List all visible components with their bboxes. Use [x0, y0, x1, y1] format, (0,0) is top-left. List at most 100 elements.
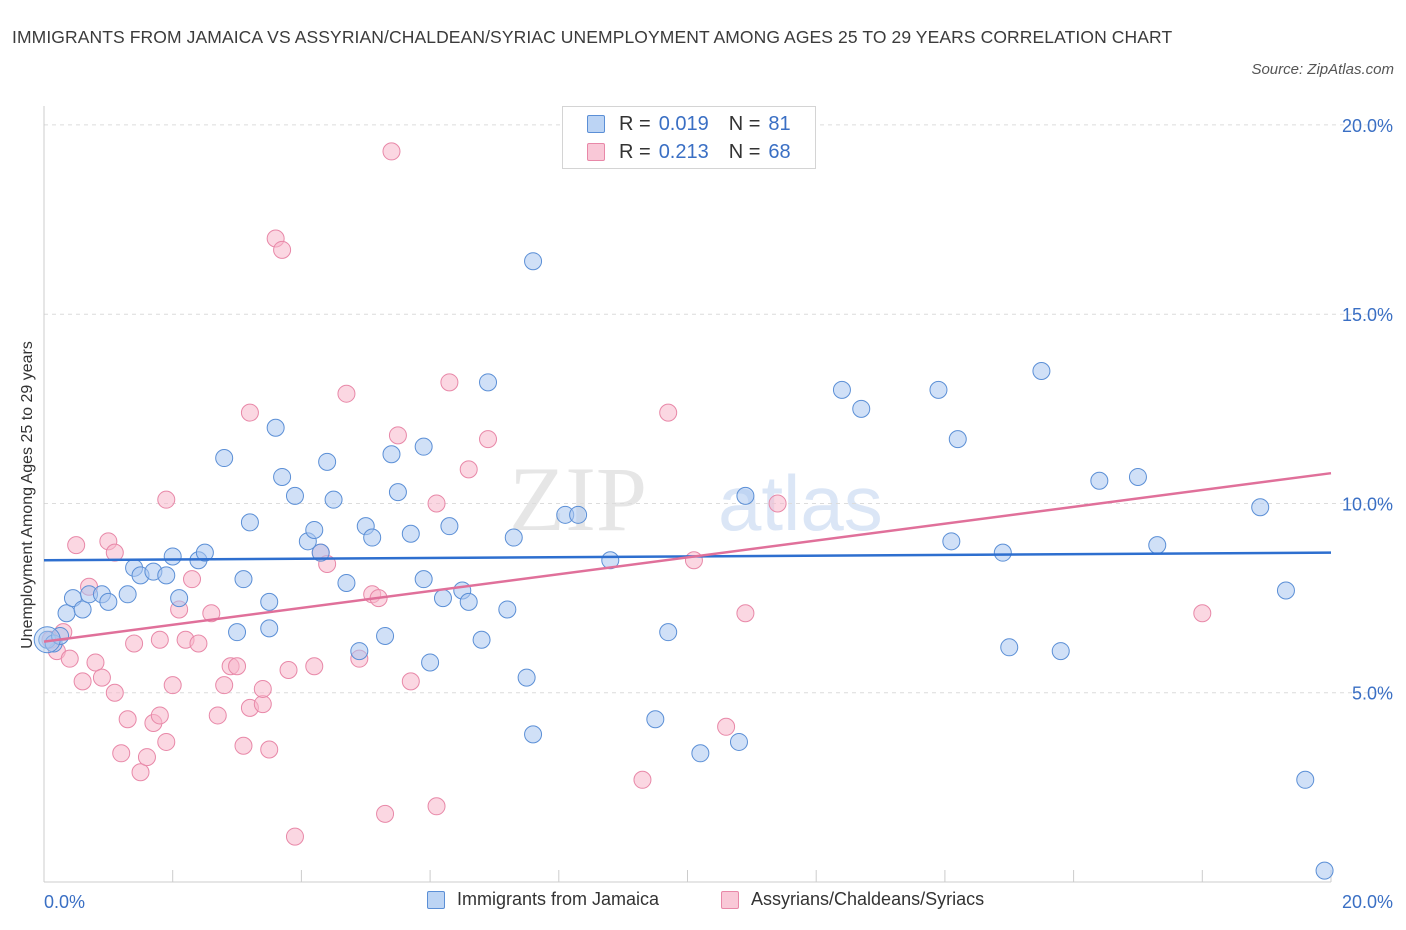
point-assyrians	[163, 676, 182, 695]
bottom-legend-swatch-assyrians	[721, 890, 739, 909]
point-jamaica	[1051, 642, 1070, 661]
bottom-legend-swatch-jamaica	[427, 890, 445, 909]
y-tick-label: 5.0%	[1352, 684, 1393, 704]
point-jamaica	[363, 528, 382, 547]
point-jamaica	[1148, 536, 1167, 555]
bottom-legend-jamaica: Immigrants from Jamaica	[427, 889, 659, 910]
point-jamaica	[852, 399, 871, 418]
point-jamaica	[285, 486, 304, 505]
point-assyrians	[401, 672, 420, 691]
point-jamaica	[157, 566, 176, 585]
point-assyrians	[86, 653, 105, 672]
point-jamaica	[1251, 498, 1270, 517]
point-jamaica	[337, 573, 356, 592]
point-assyrians	[67, 536, 86, 555]
point-jamaica	[266, 418, 285, 437]
point-assyrians	[736, 604, 755, 623]
point-assyrians	[305, 657, 324, 676]
point-assyrians	[427, 494, 446, 513]
point-assyrians	[684, 551, 703, 570]
point-jamaica	[401, 524, 420, 543]
point-assyrians	[459, 460, 478, 479]
y-tick-label: 20.0%	[1342, 116, 1393, 136]
legend-swatch-assyrians	[587, 143, 605, 161]
point-assyrians	[157, 732, 176, 751]
point-jamaica	[273, 467, 292, 486]
point-assyrians	[112, 744, 131, 763]
legend-swatch-jamaica	[587, 115, 605, 133]
legend-n-label: N =	[728, 140, 761, 163]
trend-lines	[43, 471, 1332, 643]
point-jamaica	[260, 592, 279, 611]
point-jamaica	[318, 452, 337, 471]
point-jamaica	[260, 619, 279, 638]
point-assyrians	[1193, 604, 1212, 623]
point-jamaica	[382, 445, 401, 464]
point-assyrians	[60, 649, 79, 668]
point-jamaica	[832, 380, 851, 399]
point-assyrians	[659, 403, 678, 422]
point-assyrians	[125, 634, 144, 653]
point-assyrians	[440, 373, 459, 392]
point-jamaica	[524, 252, 543, 271]
point-assyrians	[376, 804, 395, 823]
point-assyrians	[253, 695, 272, 714]
point-jamaica	[459, 592, 478, 611]
point-assyrians	[234, 736, 253, 755]
point-assyrians	[137, 748, 156, 767]
point-jamaica	[646, 710, 665, 729]
point-assyrians	[202, 604, 221, 623]
point-jamaica	[388, 483, 407, 502]
point-jamaica	[324, 490, 343, 509]
point-jamaica	[1128, 467, 1147, 486]
point-jamaica	[376, 626, 395, 645]
point-jamaica	[433, 589, 452, 608]
point-assyrians	[92, 668, 111, 687]
point-assyrians	[337, 384, 356, 403]
legend-n-label: N =	[728, 112, 761, 135]
point-jamaica	[479, 373, 498, 392]
point-jamaica	[421, 653, 440, 672]
point-assyrians	[228, 657, 247, 676]
y-axis-label: Unemployment Among Ages 25 to 29 years	[19, 341, 36, 649]
legend-r-label: R =	[619, 112, 651, 135]
point-assyrians	[105, 543, 124, 562]
point-jamaica	[504, 528, 523, 547]
watermark: ZIP atlas	[509, 448, 883, 550]
point-jamaica	[1000, 638, 1019, 657]
point-assyrians	[260, 740, 279, 759]
chart-title: IMMIGRANTS FROM JAMAICA VS ASSYRIAN/CHAL…	[12, 27, 1173, 47]
point-assyrians	[285, 827, 304, 846]
axes	[43, 106, 1332, 883]
x-tick-label: 20.0%	[1342, 892, 1393, 912]
point-jamaica	[195, 543, 214, 562]
point-jamaica	[414, 437, 433, 456]
point-jamaica	[929, 380, 948, 399]
legend-r-value: 0.019	[658, 112, 709, 135]
point-assyrians	[717, 717, 736, 736]
legend-n-value: 68	[768, 140, 791, 163]
point-jamaica	[517, 668, 536, 687]
point-jamaica	[569, 505, 588, 524]
point-jamaica	[99, 592, 118, 611]
point-jamaica	[311, 543, 330, 562]
point-jamaica	[1315, 861, 1334, 880]
bottom-legend-assyrians: Assyrians/Chaldeans/Syriacs	[721, 889, 984, 910]
point-jamaica	[118, 585, 137, 604]
point-jamaica	[350, 642, 369, 661]
point-jamaica	[736, 486, 755, 505]
point-jamaica	[942, 532, 961, 551]
point-assyrians	[105, 683, 124, 702]
point-jamaica	[305, 520, 324, 539]
point-assyrians	[208, 706, 227, 725]
point-assyrians	[382, 142, 401, 161]
point-jamaica	[163, 547, 182, 566]
point-jamaica	[1090, 471, 1109, 490]
point-jamaica	[993, 543, 1012, 562]
point-jamaica	[57, 604, 76, 623]
point-jamaica	[234, 570, 253, 589]
legend-r-label: R =	[619, 140, 651, 163]
correlation-legend: R = 0.019 N = 81 R = 0.213 N = 68	[562, 106, 816, 169]
watermark-zip: ZIP	[509, 448, 647, 550]
